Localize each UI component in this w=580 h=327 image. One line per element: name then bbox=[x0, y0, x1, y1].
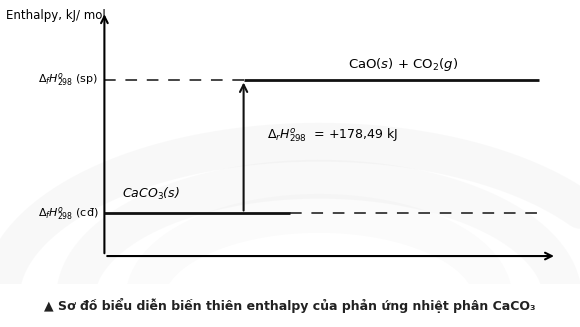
Text: $\Delta_r H^o_{298}$  = +178,49 kJ: $\Delta_r H^o_{298}$ = +178,49 kJ bbox=[267, 126, 398, 144]
Text: $\Delta_f H^o_{298}$ (cđ): $\Delta_f H^o_{298}$ (cđ) bbox=[38, 205, 99, 222]
Text: CaCO$_3$(s): CaCO$_3$(s) bbox=[122, 186, 180, 202]
Text: Enthalpy, kJ/ mol: Enthalpy, kJ/ mol bbox=[6, 9, 106, 22]
Text: CaO$(s)$ + CO$_2$$(g)$: CaO$(s)$ + CO$_2$$(g)$ bbox=[348, 56, 458, 73]
Text: ▲ Sơ đồ biểu diễn biến thiên enthalpy của phản ứng nhiệt phân CaCO₃: ▲ Sơ đồ biểu diễn biến thiên enthalpy củ… bbox=[44, 298, 536, 313]
Text: $\Delta_f H^o_{298}$ (sp): $\Delta_f H^o_{298}$ (sp) bbox=[38, 71, 99, 88]
